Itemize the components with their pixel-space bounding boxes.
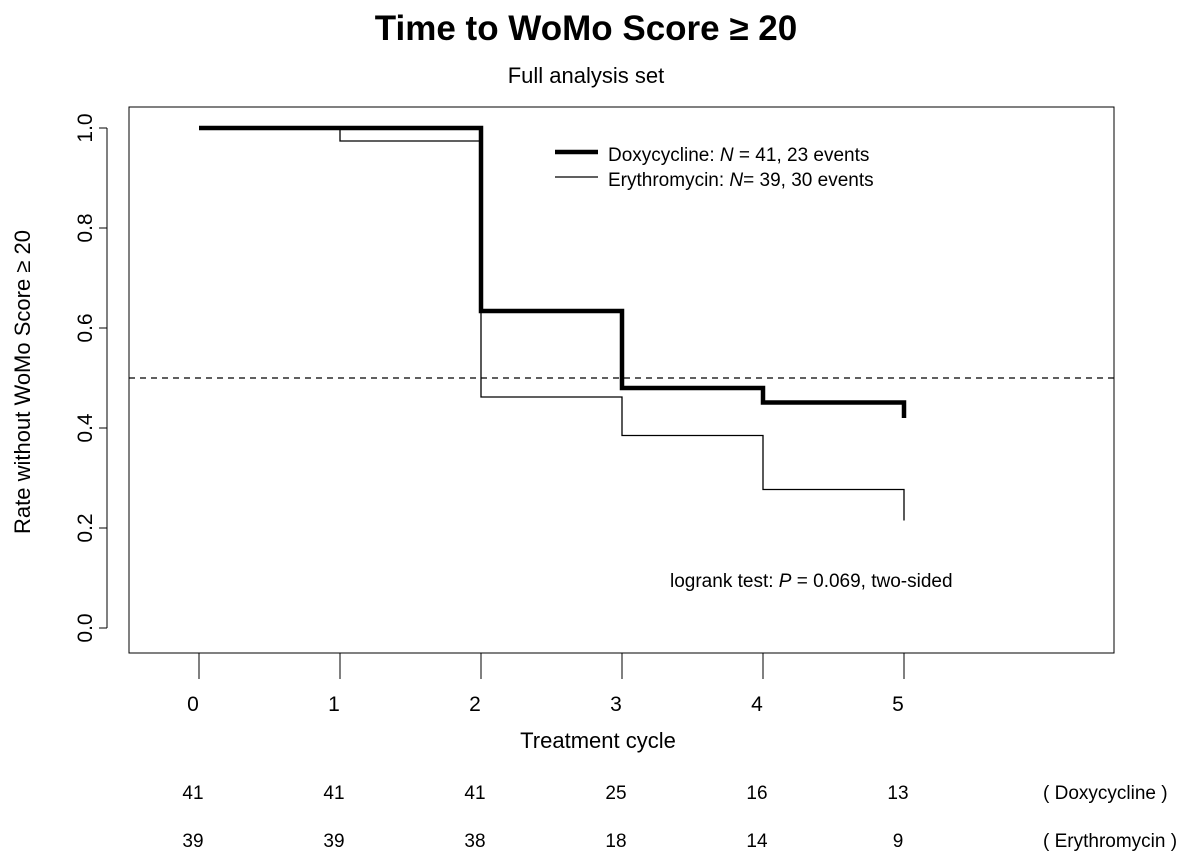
series-line-doxycycline [199,125,907,418]
risk-table-cell: 38 [464,831,485,852]
legend-doxy-prefix: Doxycycline: [608,145,720,166]
y-axis-label: Rate without WoMo Score ≥ 20 [10,230,35,534]
risk-table-cell: 14 [746,831,768,852]
legend-doxy-suffix: = 41, 23 events [734,145,870,166]
legend-doxy-n-symbol: N [720,145,734,166]
x-tick-label: 4 [751,693,763,716]
y-tick-label: 0.4 [74,413,97,443]
legend-ery-prefix: Erythromycin: [608,170,729,191]
number-at-risk-table: 41 41 41 25 16 13 ( Doxycycline ) 39 39 38 18 14 9 ( … [182,783,1177,852]
risk-table-cell: 39 [323,831,344,852]
risk-table-group-label: ( Doxycycline ) [1043,783,1168,804]
y-tick-label: 0.6 [74,313,97,342]
legend: Doxycycline: N = 41, 23 events Erythromy… [555,145,874,191]
risk-table-cell: 13 [887,783,908,804]
x-tick-label: 3 [610,693,622,716]
risk-table-cell: 41 [464,783,485,804]
logrank-annotation: logrank test: P = 0.069, two-sided [670,571,953,592]
x-axis-label: Treatment cycle [520,728,676,753]
legend-ery-n-symbol: N [729,170,743,191]
chart-subtitle: Full analysis set [508,63,665,88]
risk-table-group-label: ( Erythromycin ) [1043,831,1177,852]
risk-table-cell: 39 [182,831,203,852]
y-tick-label: 0.2 [74,513,97,542]
risk-table-cell: 18 [605,831,626,852]
risk-table-cell: 16 [746,783,767,804]
y-axis: 0.0 0.2 0.4 0.6 0.8 1.0 [74,113,108,643]
chart-title: Time to WoMo Score ≥ 20 [375,9,797,48]
series-line-erythromycin [199,127,905,521]
legend-ery-suffix: = 39, 30 events [743,170,873,191]
survival-curves [199,125,907,521]
y-tick-label: 0.8 [74,213,97,242]
legend-label-doxycycline: Doxycycline: N = 41, 23 events [608,145,869,166]
risk-table-cell: 25 [605,783,626,804]
logrank-suffix: = 0.069, two-sided [791,571,952,592]
y-tick-label: 0.0 [74,613,97,642]
logrank-p-symbol: P [779,571,792,592]
logrank-prefix: logrank test: [670,571,779,592]
x-axis: 0 1 2 3 4 5 [187,652,905,716]
x-tick-label: 1 [328,693,340,716]
risk-table-cell: 9 [893,831,904,852]
x-tick-label: 2 [469,693,481,716]
risk-table-cell: 41 [182,783,203,804]
y-tick-label: 1.0 [74,113,97,142]
x-tick-label: 0 [187,693,199,716]
legend-label-erythromycin: Erythromycin: N= 39, 30 events [608,170,874,191]
x-tick-label: 5 [892,693,904,716]
risk-table-cell: 41 [323,783,344,804]
